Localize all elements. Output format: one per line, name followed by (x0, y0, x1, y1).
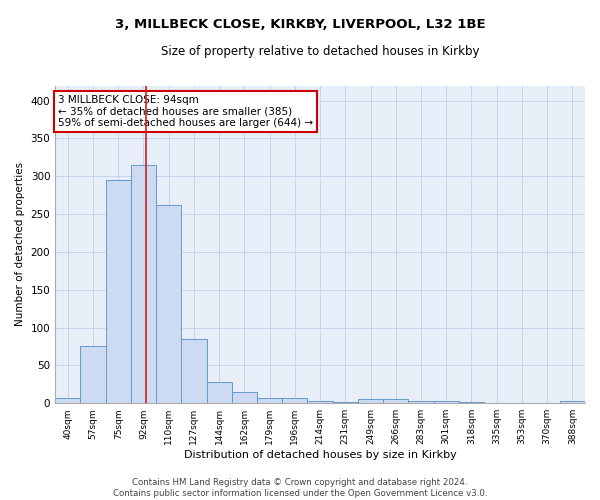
Bar (409, 401, 434, 403)
Bar (55, 398, 80, 403)
Bar (383, 400, 409, 403)
Bar (156, 205, 181, 403)
Bar (282, 398, 307, 403)
Bar (332, 402, 358, 403)
Text: 3, MILLBECK CLOSE, KIRKBY, LIVERPOOL, L32 1BE: 3, MILLBECK CLOSE, KIRKBY, LIVERPOOL, L3… (115, 18, 485, 30)
Bar (434, 401, 459, 403)
Bar (560, 401, 585, 403)
Y-axis label: Number of detached properties: Number of detached properties (15, 162, 25, 326)
Bar (206, 382, 232, 403)
Title: Size of property relative to detached houses in Kirkby: Size of property relative to detached ho… (161, 45, 479, 58)
Bar (106, 180, 131, 403)
Bar (232, 392, 257, 403)
Bar (80, 346, 106, 403)
Bar (181, 339, 206, 403)
Bar (257, 398, 282, 403)
Text: 3 MILLBECK CLOSE: 94sqm
← 35% of detached houses are smaller (385)
59% of semi-d: 3 MILLBECK CLOSE: 94sqm ← 35% of detache… (58, 95, 313, 128)
Bar (358, 400, 383, 403)
X-axis label: Distribution of detached houses by size in Kirkby: Distribution of detached houses by size … (184, 450, 457, 460)
Bar (131, 165, 156, 403)
Bar (459, 402, 484, 403)
Text: Contains HM Land Registry data © Crown copyright and database right 2024.
Contai: Contains HM Land Registry data © Crown c… (113, 478, 487, 498)
Bar (307, 401, 332, 403)
